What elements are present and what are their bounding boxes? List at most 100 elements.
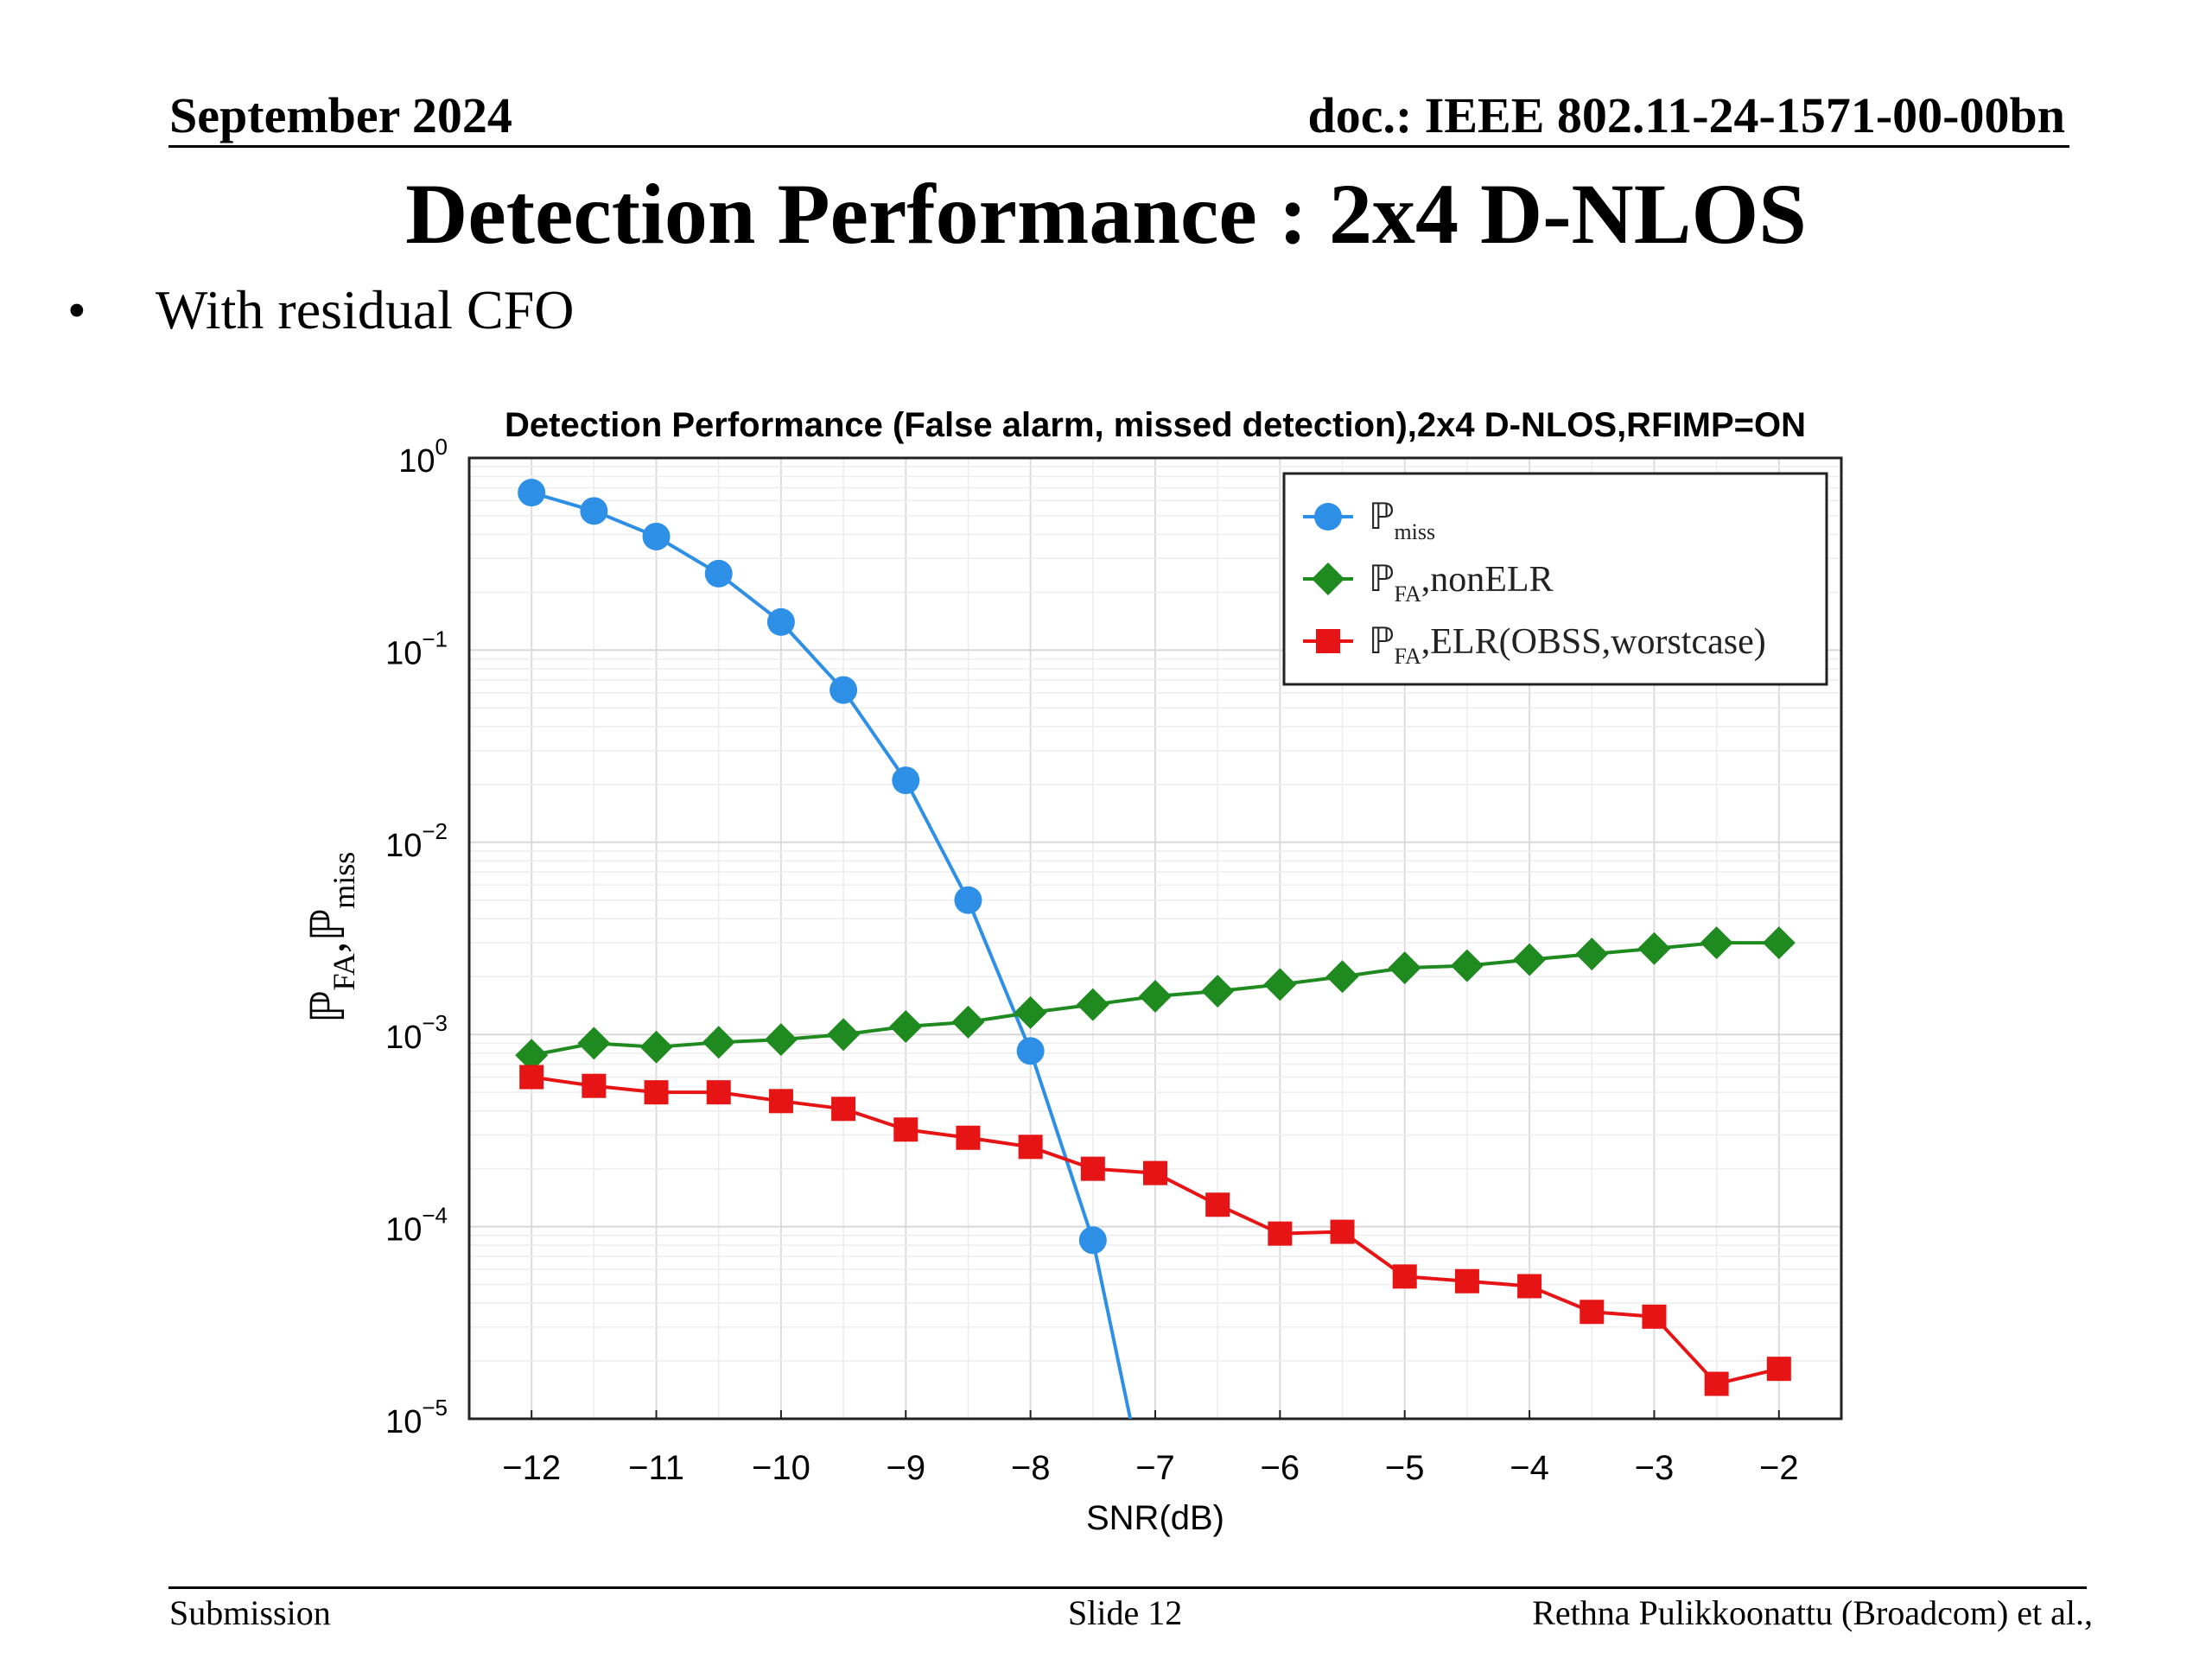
- footer-left: Submission: [169, 1593, 331, 1632]
- data-point-nonelr: [515, 1039, 549, 1072]
- legend-marker-miss: [1314, 503, 1342, 531]
- data-point-nonelr: [1637, 931, 1671, 965]
- y-axis-label: ℙFA,ℙmiss: [302, 852, 361, 1024]
- y-tick-label: 10−5: [385, 1395, 448, 1440]
- x-tick-label: −6: [1261, 1449, 1300, 1487]
- legend-label-miss: ℙmiss: [1369, 498, 1435, 544]
- data-point-elr: [1454, 1268, 1479, 1294]
- data-point-nonelr: [764, 1023, 798, 1057]
- data-point-elr: [768, 1089, 793, 1114]
- y-tick-exp: −2: [422, 818, 448, 844]
- x-tick-label: −4: [1510, 1449, 1549, 1487]
- legend-box: [1282, 472, 1828, 686]
- chart-title: Detection Performance (False alarm, miss…: [505, 406, 1806, 444]
- data-point-nonelr: [1325, 960, 1359, 994]
- data-point-nonelr: [951, 1005, 985, 1039]
- data-point-nonelr: [1700, 926, 1733, 960]
- data-point-nonelr: [1201, 975, 1235, 1008]
- legend-label-main: ℙ: [1369, 560, 1394, 600]
- legend-label-main: ℙ: [1369, 622, 1394, 662]
- footer-rule: [168, 1586, 2087, 1589]
- legend-marker-nonelr: [1312, 563, 1344, 595]
- y-tick-label: 10−3: [385, 1010, 448, 1056]
- data-point-nonelr: [1388, 951, 1421, 985]
- data-point-elr: [831, 1096, 856, 1122]
- header-date: September 2024: [169, 87, 512, 143]
- header-doc-id: doc.: IEEE 802.11-24-1571-00-00bn: [1307, 87, 2065, 143]
- x-tick-label: −5: [1385, 1449, 1425, 1487]
- data-point-elr: [956, 1125, 981, 1150]
- y-tick-base: 10: [385, 1212, 422, 1249]
- y-axis-label-sep: ,ℙ: [302, 909, 354, 953]
- data-point-elr: [1330, 1219, 1355, 1244]
- data-point-elr: [1392, 1264, 1417, 1289]
- header-rule: [168, 145, 2069, 148]
- data-point-nonelr: [827, 1018, 861, 1052]
- data-point-miss: [704, 559, 733, 588]
- data-point-elr: [582, 1073, 607, 1098]
- x-tick-label: −8: [1011, 1449, 1051, 1487]
- data-point-elr: [1517, 1274, 1542, 1299]
- data-point-elr: [1642, 1304, 1667, 1329]
- legend-label-sub: FA: [1394, 644, 1421, 669]
- y-tick-exp: −3: [422, 1010, 448, 1036]
- data-point-nonelr: [1575, 938, 1609, 971]
- y-tick-exp: −4: [422, 1203, 448, 1229]
- data-point-miss: [580, 497, 608, 525]
- data-point-miss: [1078, 1226, 1107, 1255]
- data-point-nonelr: [639, 1030, 673, 1064]
- x-axis-ticks: −12 −11 −10 −9 −8 −7 −6 −5 −4 −3 −2: [502, 1410, 1799, 1487]
- data-point-miss: [830, 676, 858, 704]
- data-point-elr: [1205, 1192, 1230, 1217]
- data-point-elr: [1580, 1300, 1605, 1325]
- data-point-miss: [892, 766, 920, 795]
- x-tick-label: −2: [1759, 1449, 1799, 1487]
- legend-label-rest: ,ELR(OBSS,worstcase): [1421, 622, 1766, 662]
- y-tick-label: 100: [398, 434, 448, 480]
- data-point-miss: [518, 479, 546, 507]
- x-tick-label: −10: [752, 1449, 810, 1487]
- data-point-miss: [1016, 1037, 1045, 1065]
- y-tick-label: 10−4: [385, 1203, 448, 1249]
- data-point-elr: [1766, 1357, 1791, 1382]
- data-point-nonelr: [1263, 968, 1297, 1001]
- y-tick-base: 10: [398, 443, 435, 480]
- y-tick-label: 10−1: [385, 626, 448, 671]
- data-point-nonelr: [577, 1027, 611, 1060]
- x-tick-label: −3: [1635, 1449, 1675, 1487]
- y-tick-exp: −5: [422, 1395, 448, 1421]
- legend-label-nonelr: ℙFA,nonELR: [1369, 560, 1554, 607]
- series-miss: [518, 479, 1133, 1419]
- data-point-elr: [1268, 1221, 1293, 1246]
- slide-title: Detection Performance : 2x4 D-NLOS: [405, 166, 1807, 262]
- y-tick-base: 10: [385, 1020, 422, 1056]
- data-point-elr: [519, 1065, 544, 1090]
- y-tick-base: 10: [385, 635, 422, 671]
- chart-series: [515, 479, 1796, 1419]
- data-point-nonelr: [1450, 949, 1484, 982]
- data-point-elr: [1704, 1371, 1729, 1396]
- y-axis-label-main: ℙ: [302, 990, 354, 1023]
- data-point-nonelr: [1762, 926, 1796, 960]
- x-tick-label: −9: [886, 1449, 925, 1487]
- data-point-elr: [644, 1080, 669, 1105]
- footer-author: Rethna Pulikkoonattu (Broadcom) et al.,: [1532, 1593, 2093, 1632]
- legend-label-sub: FA: [1394, 582, 1421, 607]
- legend-marker-elr: [1316, 629, 1340, 653]
- data-point-elr: [1018, 1135, 1043, 1160]
- legend-label-main: ℙ: [1369, 498, 1394, 537]
- data-point-nonelr: [702, 1026, 735, 1059]
- data-point-nonelr: [889, 1009, 923, 1043]
- data-point-miss: [766, 607, 795, 636]
- series-line-miss: [531, 491, 1133, 1419]
- x-tick-label: −11: [628, 1449, 684, 1487]
- bullet-text: With residual CFO: [156, 279, 575, 340]
- y-tick-base: 10: [385, 828, 422, 864]
- x-tick-label: −7: [1135, 1449, 1175, 1487]
- bullet-marker: •: [67, 282, 86, 340]
- x-axis-label: SNR(dB): [1086, 1499, 1224, 1537]
- legend-label-sub: miss: [1394, 519, 1435, 544]
- data-point-nonelr: [1014, 995, 1047, 1029]
